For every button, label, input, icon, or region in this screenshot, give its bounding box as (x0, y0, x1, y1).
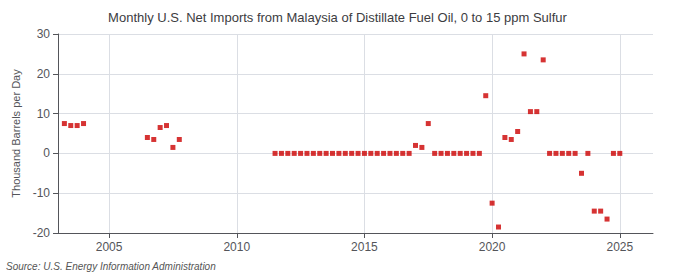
svg-text:10: 10 (37, 107, 51, 121)
svg-text:Source: U.S. Energy Informatio: Source: U.S. Energy Information Administ… (6, 261, 216, 272)
svg-text:Monthly U.S. Net Imports from: Monthly U.S. Net Imports from Malaysia o… (108, 10, 567, 25)
svg-text:2005: 2005 (96, 240, 123, 254)
svg-text:20: 20 (37, 67, 51, 81)
svg-text:0: 0 (43, 146, 50, 160)
svg-text:2015: 2015 (351, 240, 378, 254)
svg-text:2010: 2010 (223, 240, 250, 254)
svg-text:Thousand Barrels per Day: Thousand Barrels per Day (10, 69, 22, 198)
svg-text:-10: -10 (33, 186, 51, 200)
svg-text:2025: 2025 (606, 240, 633, 254)
svg-text:2020: 2020 (479, 240, 506, 254)
svg-text:-20: -20 (33, 226, 51, 240)
svg-text:30: 30 (37, 27, 51, 41)
